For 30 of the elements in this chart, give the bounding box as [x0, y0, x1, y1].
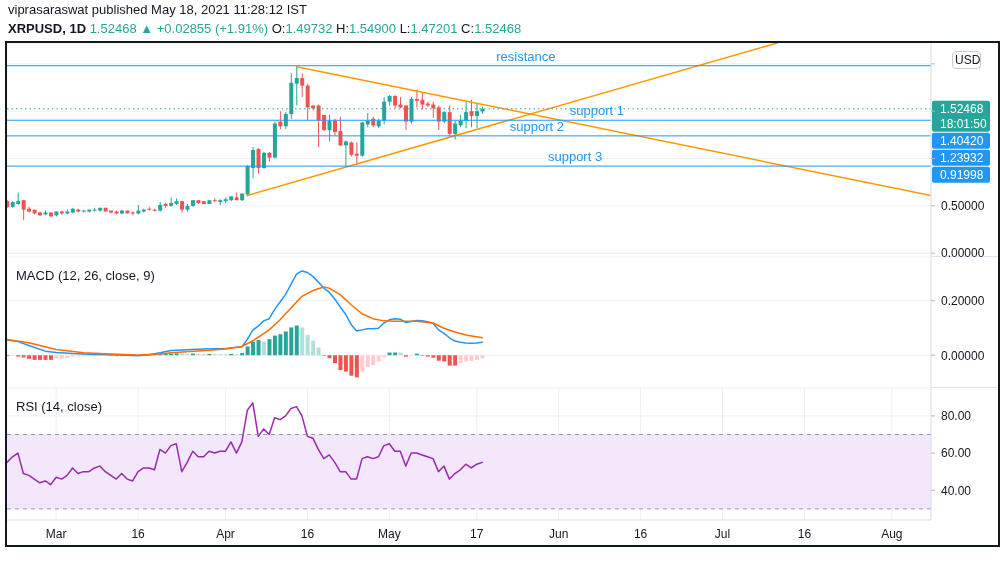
x-tick-label: 16	[797, 526, 812, 541]
y-tick-label: 0.50000	[941, 199, 985, 214]
ref-line-label: 1.40420	[940, 133, 984, 148]
y-tick-label: 60.00	[941, 446, 972, 461]
text: RSI (14, close)	[16, 399, 102, 414]
y-tick-label: 0.00000	[941, 246, 985, 261]
x-tick-label: Jun	[548, 526, 569, 541]
ref-line-label: 1.52468 18:01:50	[940, 101, 988, 131]
x-tick-label: Apr	[216, 526, 235, 541]
chart-title: viprasaraswat published May 18, 2021 11:28:12 IST	[8, 2, 307, 17]
y-tick-label: 0.00000	[941, 348, 985, 363]
x-tick-label: Aug	[881, 526, 903, 541]
annotation: support 2	[509, 118, 564, 134]
x-tick-label: May	[378, 526, 401, 541]
x-tick-label: Jul	[714, 526, 731, 541]
y-tick-label: 0.20000	[941, 293, 985, 308]
y-tick-label: 40.00	[941, 483, 972, 498]
x-tick-label: 16	[300, 526, 315, 541]
y-tick-label: 80.00	[941, 409, 972, 424]
legend-label: 1.23932	[940, 150, 984, 165]
annotation: resistance	[496, 48, 556, 64]
annotation: support 3	[547, 149, 603, 165]
text: MACD (12, 26, close, 9)	[16, 268, 155, 283]
x-tick-label: Mar	[45, 526, 67, 541]
x-tick-label: 17	[470, 526, 484, 541]
annotation: support 1	[569, 103, 625, 119]
ref-line-label: 0.91998	[940, 167, 984, 182]
x-tick-label: 16	[633, 526, 648, 541]
x-tick-label: 16	[131, 526, 146, 541]
text: XRPUSD, 1D 1.52468 ▲ +0.02855 (+1.91%) O:1.49732 H:1.54900 L:1.47201 C:1.52468	[8, 21, 522, 36]
